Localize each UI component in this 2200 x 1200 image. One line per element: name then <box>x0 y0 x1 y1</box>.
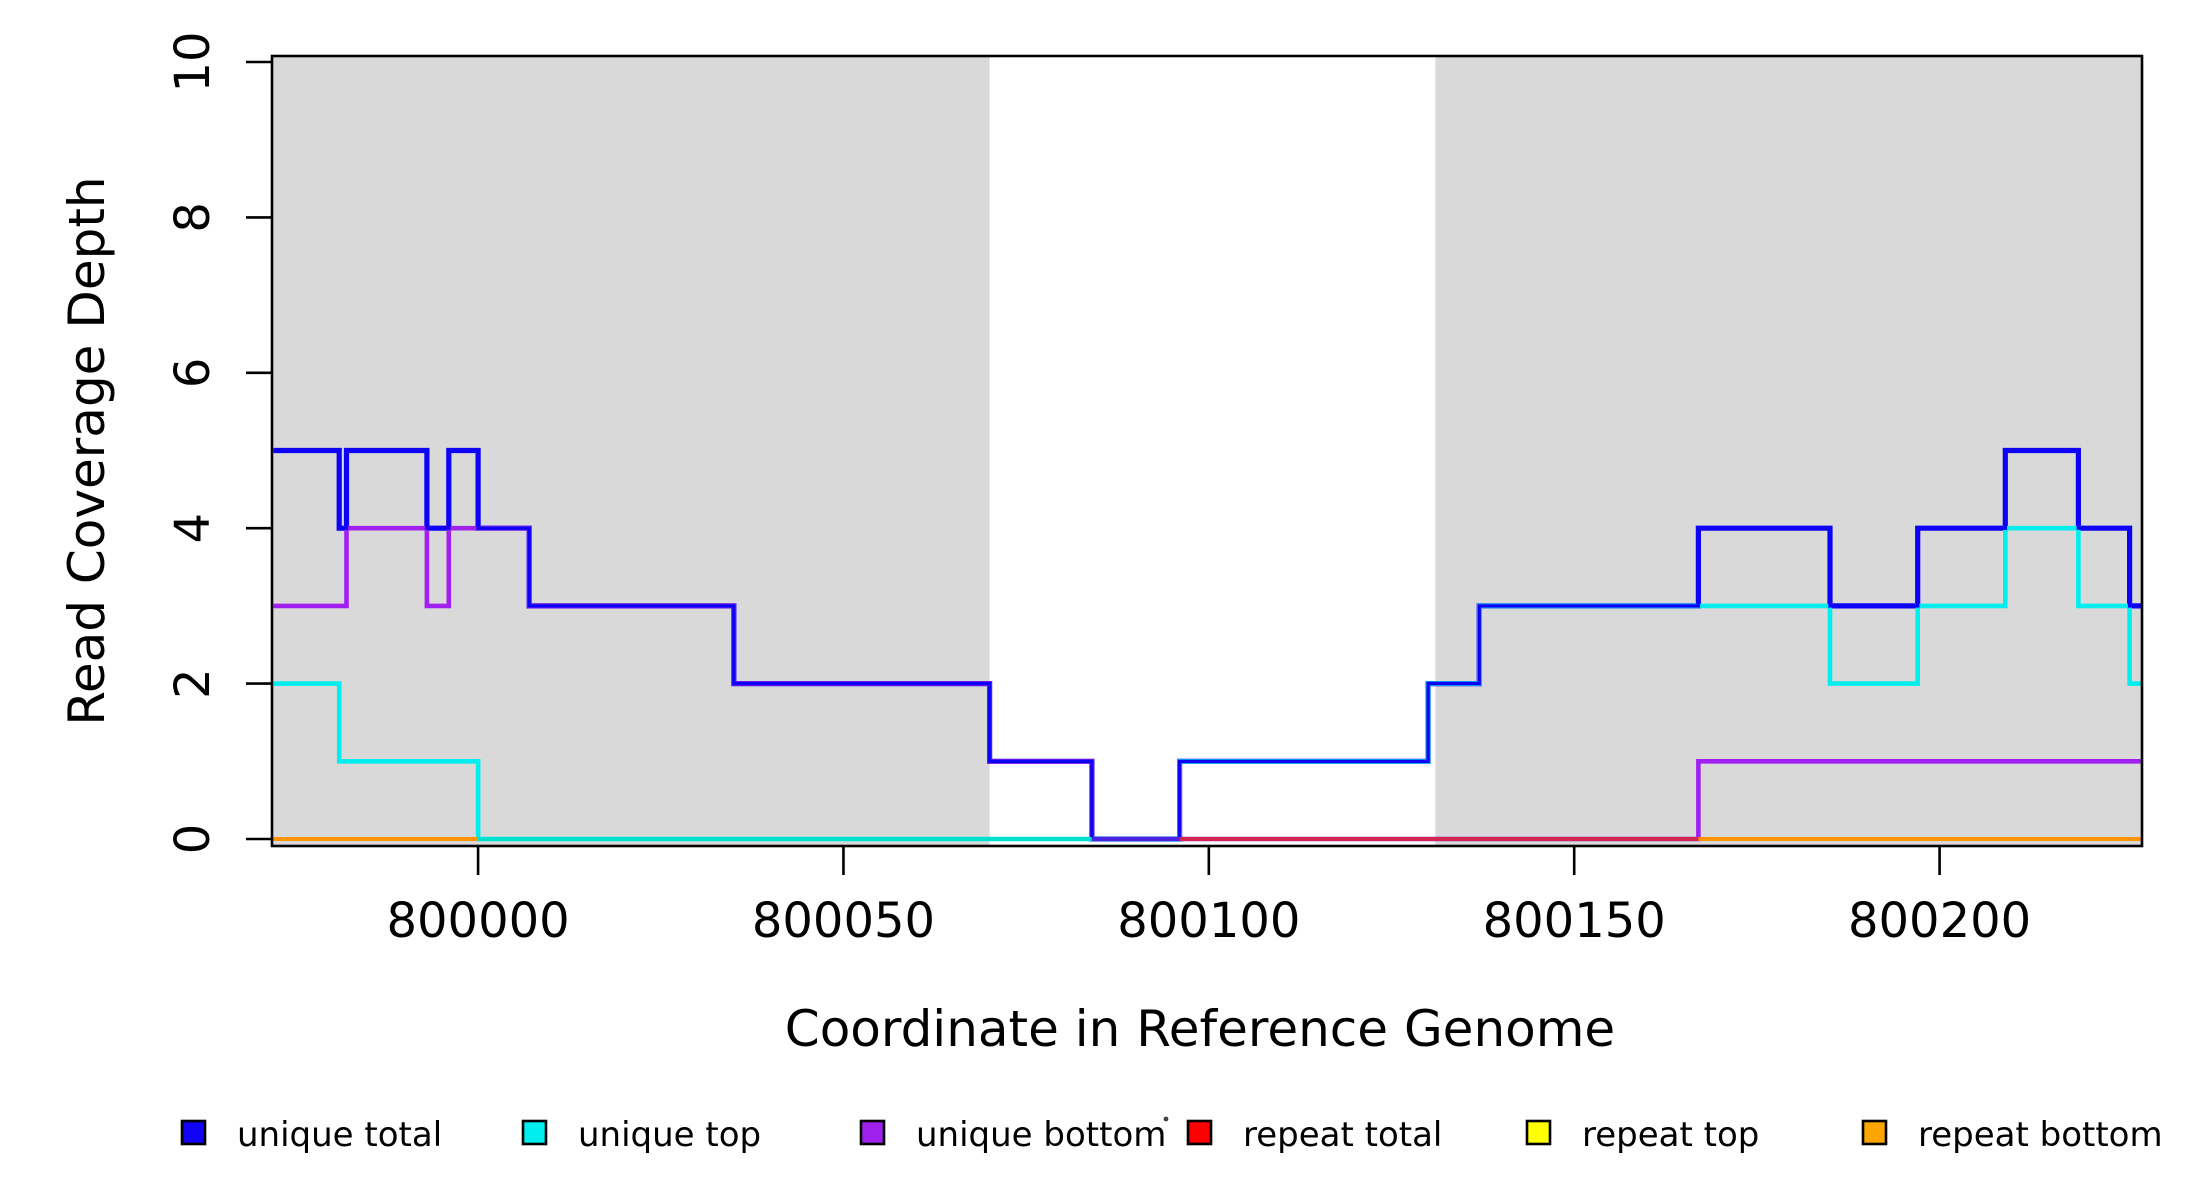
x-tick-label-1: 800050 <box>752 893 935 949</box>
legend-swatch-repeat-top <box>1525 1119 1552 1146</box>
legend-swatch-repeat-total <box>1186 1119 1213 1146</box>
y-tick-label-3: 6 <box>165 358 221 389</box>
y-tick-label-1: 2 <box>165 668 221 699</box>
x-tick-label-2: 800100 <box>1117 893 1300 949</box>
axes-layer <box>246 54 2144 875</box>
legend-swatch-unique-top <box>521 1119 548 1146</box>
legend-label-unique-bottom: unique bottom <box>916 1115 1166 1155</box>
legend-swatch-unique-bottom <box>859 1119 886 1146</box>
shaded-regions-layer <box>272 56 2142 846</box>
legend-swatch-repeat-bottom <box>1861 1119 1888 1146</box>
x-tick-label-4: 800200 <box>1848 893 2031 949</box>
x-tick-label-3: 800150 <box>1483 893 1666 949</box>
legend-label-unique-top: unique top <box>578 1115 761 1155</box>
x-axis-title: Coordinate in Reference Genome <box>785 1000 1615 1058</box>
stray-mark <box>1163 1116 1169 1122</box>
y-tick-label-4: 8 <box>165 202 221 233</box>
axis-labels-layer: 800000 800050 800100 800150 800200 0 2 4 6 8 10 Coo… <box>58 31 2031 1058</box>
legend-swatch-unique-total <box>180 1119 207 1146</box>
legend-label-repeat-bottom: repeat bottom <box>1918 1115 2163 1155</box>
plot-box <box>270 54 2144 848</box>
y-tick-label-2: 4 <box>165 513 221 544</box>
y-axis-title: Read Coverage Depth <box>58 176 116 725</box>
y-tick-label-0: 0 <box>165 824 221 855</box>
legend-label-unique-total: unique total <box>237 1115 442 1155</box>
legend: unique total unique top unique bottom repea… <box>180 1115 2163 1155</box>
legend-label-repeat-total: repeat total <box>1243 1115 1442 1155</box>
x-tick-label-0: 800000 <box>386 893 569 949</box>
y-tick-label-5: 10 <box>165 31 221 92</box>
legend-label-repeat-top: repeat top <box>1582 1115 1759 1155</box>
